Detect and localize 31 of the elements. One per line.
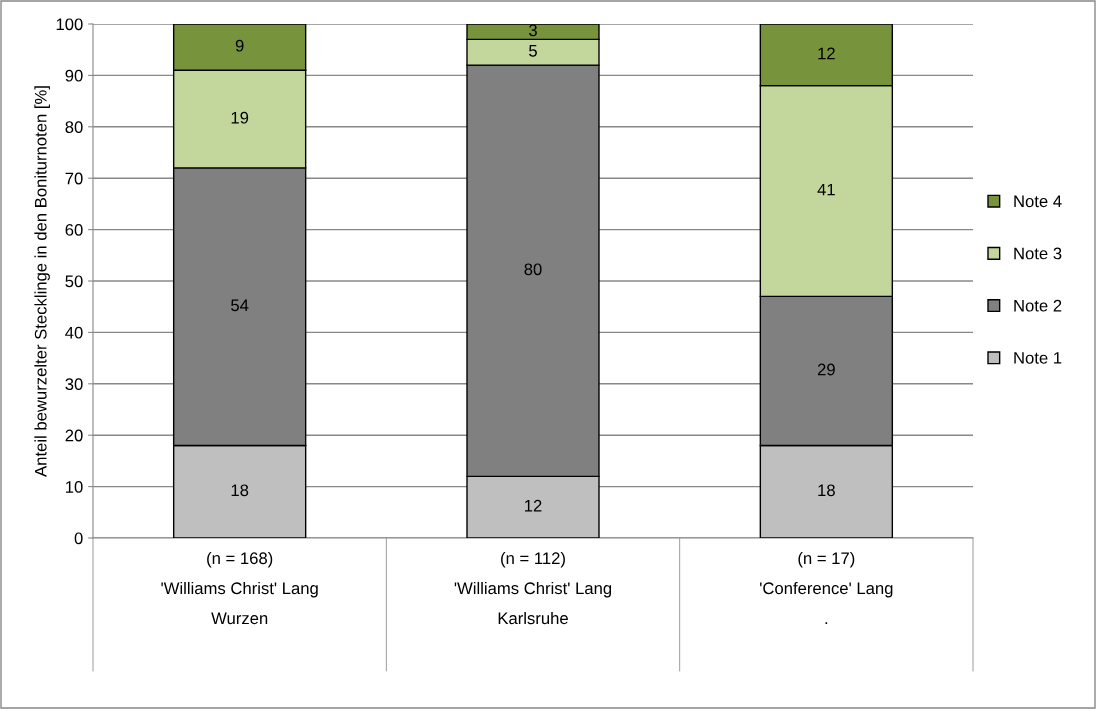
data-label: 18 (818, 484, 835, 497)
data-label: 12 (525, 499, 542, 512)
data-label: 18 (231, 484, 249, 497)
y-tick-label: 80 (65, 121, 83, 133)
data-label: 9 (235, 39, 244, 52)
data-label: 54 (231, 299, 249, 312)
y-axis-title: Anteil bewurzelter Stecklinge in den Boniturnoten [%] (34, 86, 50, 477)
y-tick-label: 0 (74, 532, 83, 545)
legend-label: Note 2 (1014, 299, 1062, 312)
data-label: 19 (231, 111, 249, 124)
data-label: 80 (524, 263, 542, 276)
x-tick-label: (n = 168) 'Williams Christ' Lang Wurzen (161, 551, 318, 625)
y-tick-label: 100 (56, 18, 83, 31)
x-tick-label: (n = 112) 'Williams Christ' Lang Karlsruhe (454, 551, 612, 625)
data-label: 3 (529, 24, 537, 37)
y-tick-label: 50 (65, 275, 83, 288)
y-tick-label: 60 (65, 224, 83, 236)
y-tick-label: 20 (65, 429, 83, 442)
legend-label: Note 4 (1014, 195, 1062, 208)
legend-label: Note 3 (1014, 247, 1062, 260)
y-tick-label: 10 (66, 481, 83, 493)
data-label: 29 (817, 363, 835, 376)
data-label: 41 (817, 183, 835, 196)
y-tick-label: 70 (65, 172, 83, 185)
y-tick-label: 30 (65, 378, 83, 390)
data-label: 12 (818, 47, 835, 60)
category-label: (n = 17) 'Conference' Lang . (760, 551, 893, 625)
legend-label: Note 1 (1014, 352, 1062, 364)
y-tick-label: 90 (65, 69, 83, 82)
data-label: 5 (529, 45, 537, 57)
y-tick-label: 40 (65, 326, 83, 339)
